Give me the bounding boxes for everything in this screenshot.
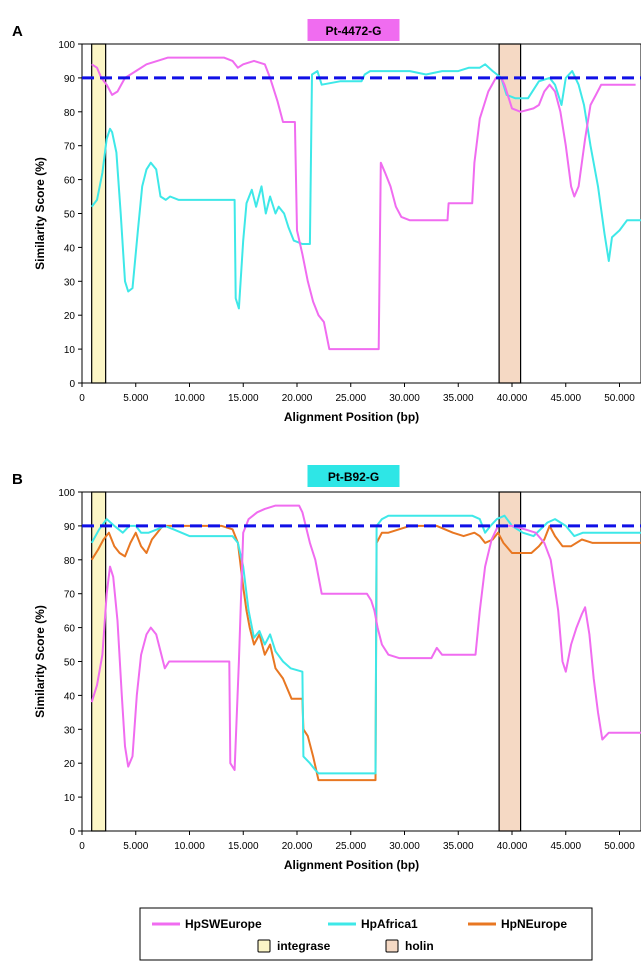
y-tick-label: 90 [64, 74, 76, 85]
x-tick-label: 35.000 [443, 841, 474, 852]
x-tick-label: 0 [79, 393, 85, 404]
x-axis-label: Alignment Position (bp) [284, 410, 419, 424]
y-tick-label: 30 [64, 725, 76, 736]
y-tick-label: 70 [64, 590, 76, 601]
panel-b: B Pt-B92-G 0 10 20 30 40 50 60 70 80 90 100 0 5.000 10.… [12, 465, 641, 872]
legend: HpSWEurope HpAfrica1 HpNEurope integrase hol… [139, 907, 593, 961]
chart-title-badge [307, 465, 400, 487]
legend-label: HpSWEurope [185, 917, 262, 931]
x-axis-label: Alignment Position (bp) [284, 858, 419, 872]
y-tick-label: 100 [58, 40, 75, 51]
x-tick-label: 0 [79, 841, 85, 852]
legend-label: HpAfrica1 [361, 917, 418, 931]
y-tick-label: 20 [64, 311, 76, 322]
plot-frame [81, 43, 641, 384]
x-tick-label: 30.000 [389, 393, 420, 404]
x-tick-label: 40.000 [497, 841, 528, 852]
x-tick-label: 5.000 [123, 841, 148, 852]
x-tick-label: 15.000 [228, 393, 259, 404]
legend-box [139, 907, 593, 961]
x-tick-label: 5.000 [123, 393, 148, 404]
panel-letter: B [12, 471, 23, 488]
x-tick-label: 40.000 [497, 393, 528, 404]
y-tick-label: 100 [58, 488, 75, 499]
region-integrase [91, 491, 107, 832]
x-tick-label: 50.000 [604, 841, 635, 852]
y-axis-label: Similarity Score (%) [33, 157, 47, 270]
panel-letter: A [12, 23, 23, 40]
chart-title: Pt-4472-G [325, 24, 381, 38]
y-tick-label: 60 [64, 176, 76, 187]
panel-a: A Pt-4472-G 0 10 20 30 40 50 60 70 80 90 100 0 5.000 10… [12, 19, 641, 424]
x-tick-label: 10.000 [174, 393, 205, 404]
legend-swatch-integrase [257, 939, 271, 953]
y-tick-label: 30 [64, 277, 76, 288]
legend-swatch-holin [385, 939, 399, 953]
x-tick-label: 20.000 [282, 841, 313, 852]
y-tick-label: 10 [64, 793, 76, 804]
y-tick-label: 80 [64, 108, 76, 119]
legend-label: HpNEurope [501, 917, 567, 931]
x-tick-label: 25.000 [335, 393, 366, 404]
series-line-HpAfrica1 [90, 63, 641, 310]
y-axis-label: Similarity Score (%) [33, 605, 47, 718]
series-line-HpNEurope [90, 524, 641, 782]
region-holin [498, 43, 522, 384]
region-integrase [91, 43, 107, 384]
y-tick-label: 60 [64, 624, 76, 635]
y-tick-label: 20 [64, 759, 76, 770]
y-tick-label: 10 [64, 345, 76, 356]
y-tick-label: 40 [64, 691, 76, 702]
y-tick-label: 90 [64, 522, 76, 533]
series-line-HpSWEurope [90, 504, 641, 771]
x-tick-label: 10.000 [174, 841, 205, 852]
x-tick-label: 45.000 [550, 841, 581, 852]
legend-label: integrase [277, 939, 331, 953]
series-line-HpAfrica1 [90, 514, 641, 775]
x-tick-label: 20.000 [282, 393, 313, 404]
legend-label: holin [405, 939, 434, 953]
chart-title: Pt-B92-G [328, 470, 379, 484]
x-tick-label: 45.000 [550, 393, 581, 404]
x-tick-label: 30.000 [389, 841, 420, 852]
x-tick-label: 35.000 [443, 393, 474, 404]
chart-title-badge [307, 19, 400, 41]
x-tick-label: 15.000 [228, 841, 259, 852]
series-line-HpSWEurope [91, 56, 636, 351]
y-tick-label: 70 [64, 142, 76, 153]
y-tick-label: 40 [64, 243, 76, 254]
x-tick-label: 50.000 [604, 393, 635, 404]
x-tick-label: 25.000 [335, 841, 366, 852]
y-tick-label: 0 [69, 827, 75, 838]
y-tick-label: 50 [64, 658, 76, 669]
y-tick-label: 50 [64, 210, 76, 221]
y-tick-label: 80 [64, 556, 76, 567]
y-tick-label: 0 [69, 379, 75, 390]
